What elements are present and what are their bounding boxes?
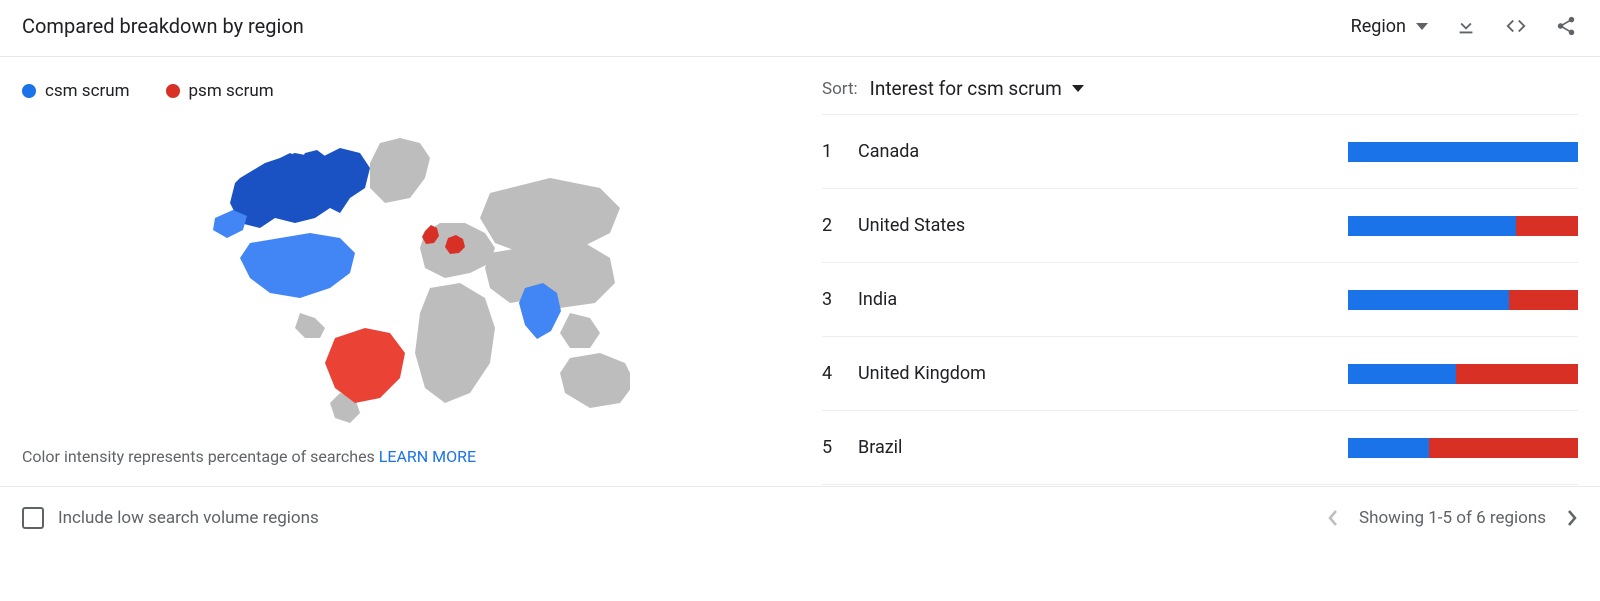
legend-swatch-a (22, 84, 36, 98)
checkbox-icon (22, 507, 44, 529)
ratio-bar-b (1456, 364, 1578, 384)
pager-prev-button[interactable] (1327, 509, 1339, 527)
sort-row: Sort: Interest for csm scrum (822, 77, 1578, 115)
embed-icon[interactable] (1504, 14, 1528, 38)
panel-root: Compared breakdown by region Region (0, 0, 1600, 549)
region-table: 1Canada2United States3India4United Kingd… (822, 115, 1578, 485)
download-icon[interactable] (1454, 14, 1478, 38)
sort-label: Sort: (822, 79, 858, 99)
legend-label-b: psm scrum (189, 81, 274, 101)
ratio-bar (1348, 364, 1578, 384)
ratio-bar (1348, 216, 1578, 236)
legend-swatch-b (166, 84, 180, 98)
table-row[interactable]: 4United Kingdom (822, 337, 1578, 411)
rank: 3 (822, 289, 858, 310)
ratio-bar-a (1348, 216, 1516, 236)
table-row[interactable]: 3India (822, 263, 1578, 337)
table-row[interactable]: 2United States (822, 189, 1578, 263)
legend: csm scrum psm scrum (22, 81, 778, 101)
right-pane: Sort: Interest for csm scrum 1Canada2Uni… (800, 57, 1600, 486)
low-volume-label: Include low search volume regions (58, 508, 319, 528)
country-name: United States (858, 215, 1348, 236)
footer: Include low search volume regions Showin… (0, 487, 1600, 549)
pager-text: Showing 1-5 of 6 regions (1359, 508, 1546, 528)
map[interactable] (22, 117, 778, 447)
ratio-bar-a (1348, 142, 1578, 162)
pager-next-button[interactable] (1566, 509, 1578, 527)
table-row[interactable]: 5Brazil (822, 411, 1578, 485)
country-name: India (858, 289, 1348, 310)
legend-item-csm: csm scrum (22, 81, 130, 101)
share-icon[interactable] (1554, 14, 1578, 38)
ratio-bar-a (1348, 290, 1509, 310)
ratio-bar-a (1348, 364, 1456, 384)
chevron-down-icon (1072, 85, 1084, 92)
rank: 5 (822, 437, 858, 458)
legend-label-a: csm scrum (45, 81, 130, 101)
low-volume-toggle[interactable]: Include low search volume regions (22, 507, 319, 529)
header-actions: Region (1351, 14, 1578, 38)
ratio-bar (1348, 142, 1578, 162)
region-selector[interactable]: Region (1351, 16, 1428, 37)
panel-title: Compared breakdown by region (22, 14, 304, 38)
sort-selector[interactable]: Interest for csm scrum (870, 77, 1084, 100)
legend-item-psm: psm scrum (166, 81, 274, 101)
learn-more-link[interactable]: LEARN MORE (379, 447, 476, 466)
world-map-svg (170, 123, 630, 423)
table-row[interactable]: 1Canada (822, 115, 1578, 189)
map-caption: Color intensity represents percentage of… (22, 447, 778, 466)
header: Compared breakdown by region Region (0, 0, 1600, 57)
rank: 4 (822, 363, 858, 384)
ratio-bar-b (1516, 216, 1578, 236)
region-selector-label: Region (1351, 16, 1406, 37)
ratio-bar-b (1509, 290, 1578, 310)
left-pane: csm scrum psm scrum (0, 57, 800, 486)
ratio-bar-b (1429, 438, 1579, 458)
rank: 1 (822, 141, 858, 162)
country-name: Brazil (858, 437, 1348, 458)
ratio-bar (1348, 290, 1578, 310)
pager: Showing 1-5 of 6 regions (1327, 508, 1578, 528)
ratio-bar-a (1348, 438, 1429, 458)
chevron-down-icon (1416, 23, 1428, 30)
country-name: Canada (858, 141, 1348, 162)
map-caption-text: Color intensity represents percentage of… (22, 447, 379, 466)
rank: 2 (822, 215, 858, 236)
sort-value: Interest for csm scrum (870, 77, 1062, 100)
country-name: United Kingdom (858, 363, 1348, 384)
ratio-bar (1348, 438, 1578, 458)
body: csm scrum psm scrum (0, 57, 1600, 487)
